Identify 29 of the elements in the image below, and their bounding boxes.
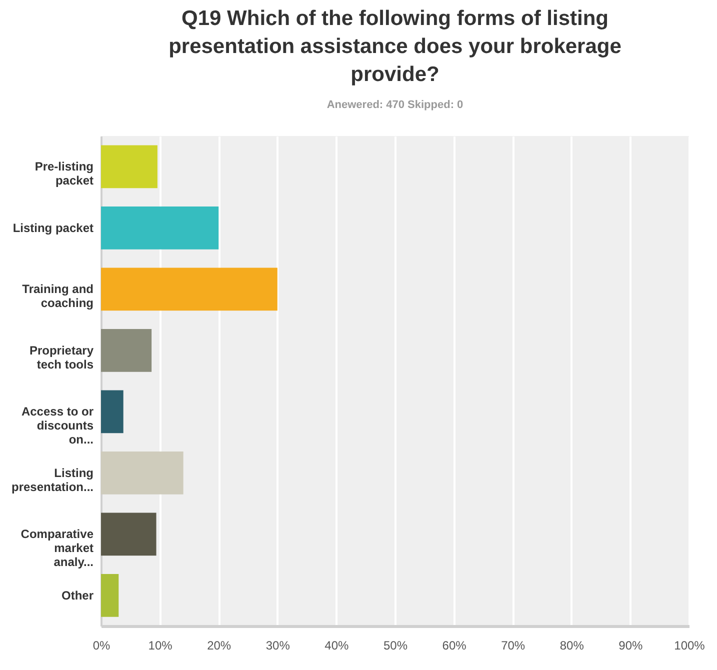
x-tick-label: 40%	[324, 638, 350, 652]
x-tick-label: 0%	[92, 638, 110, 652]
bar	[101, 390, 124, 434]
bar	[101, 268, 278, 311]
bar	[101, 206, 219, 250]
bar	[101, 512, 156, 556]
x-tick-label: 50%	[383, 638, 408, 652]
y-tick-label: Listing presentation...	[11, 466, 94, 494]
y-tick-label: Access to or discounts on...	[21, 404, 94, 447]
y-tick-label: Other	[61, 588, 94, 602]
x-tick-label: 30%	[266, 638, 290, 652]
x-tick-label: 70%	[501, 638, 526, 652]
chart-title: Q19 Which of the following forms of listing presentation assistance does your brokerage provide?	[168, 7, 622, 86]
y-tick-label: Comparative market analy...	[20, 527, 94, 570]
x-tick-label: 60%	[442, 638, 467, 652]
y-tick-label: Listing packet	[12, 220, 94, 235]
bar	[101, 574, 119, 617]
x-tick-label: 10%	[148, 638, 173, 652]
bar	[101, 145, 158, 188]
y-tick-label: Training and coaching	[22, 282, 94, 310]
bar	[101, 451, 184, 494]
y-tick-label: Proprietary tech tools	[29, 343, 94, 372]
x-tick-label: 20%	[207, 638, 232, 652]
x-tick-label: 100%	[674, 638, 706, 652]
bar	[101, 328, 152, 372]
chart-subtitle: Anewered: 470 Skipped: 0	[326, 99, 464, 111]
y-tick-label: Pre-listing packet	[34, 160, 94, 188]
x-tick-label: 80%	[560, 638, 584, 652]
x-tick-label: 90%	[618, 638, 644, 652]
